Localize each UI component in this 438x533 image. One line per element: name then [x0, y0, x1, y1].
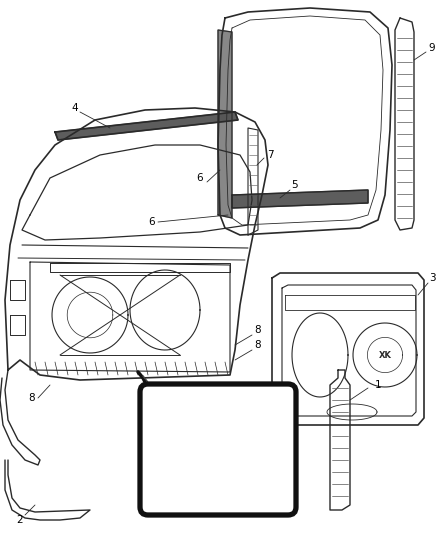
- Text: 4: 4: [72, 103, 78, 113]
- Text: 8: 8: [254, 340, 261, 350]
- Text: 8: 8: [254, 325, 261, 335]
- Text: 2: 2: [17, 515, 23, 525]
- Text: 3: 3: [429, 273, 435, 283]
- Polygon shape: [55, 112, 238, 140]
- FancyBboxPatch shape: [140, 384, 296, 515]
- Text: 6: 6: [197, 173, 203, 183]
- Text: XK: XK: [378, 351, 392, 359]
- Text: 7: 7: [267, 150, 273, 160]
- Text: 9: 9: [429, 43, 435, 53]
- Text: 6: 6: [148, 217, 155, 227]
- Text: 5: 5: [292, 180, 298, 190]
- Polygon shape: [218, 30, 232, 218]
- Polygon shape: [232, 190, 368, 208]
- Text: 1: 1: [374, 380, 381, 390]
- Text: 8: 8: [28, 393, 35, 403]
- Text: 10: 10: [169, 495, 182, 505]
